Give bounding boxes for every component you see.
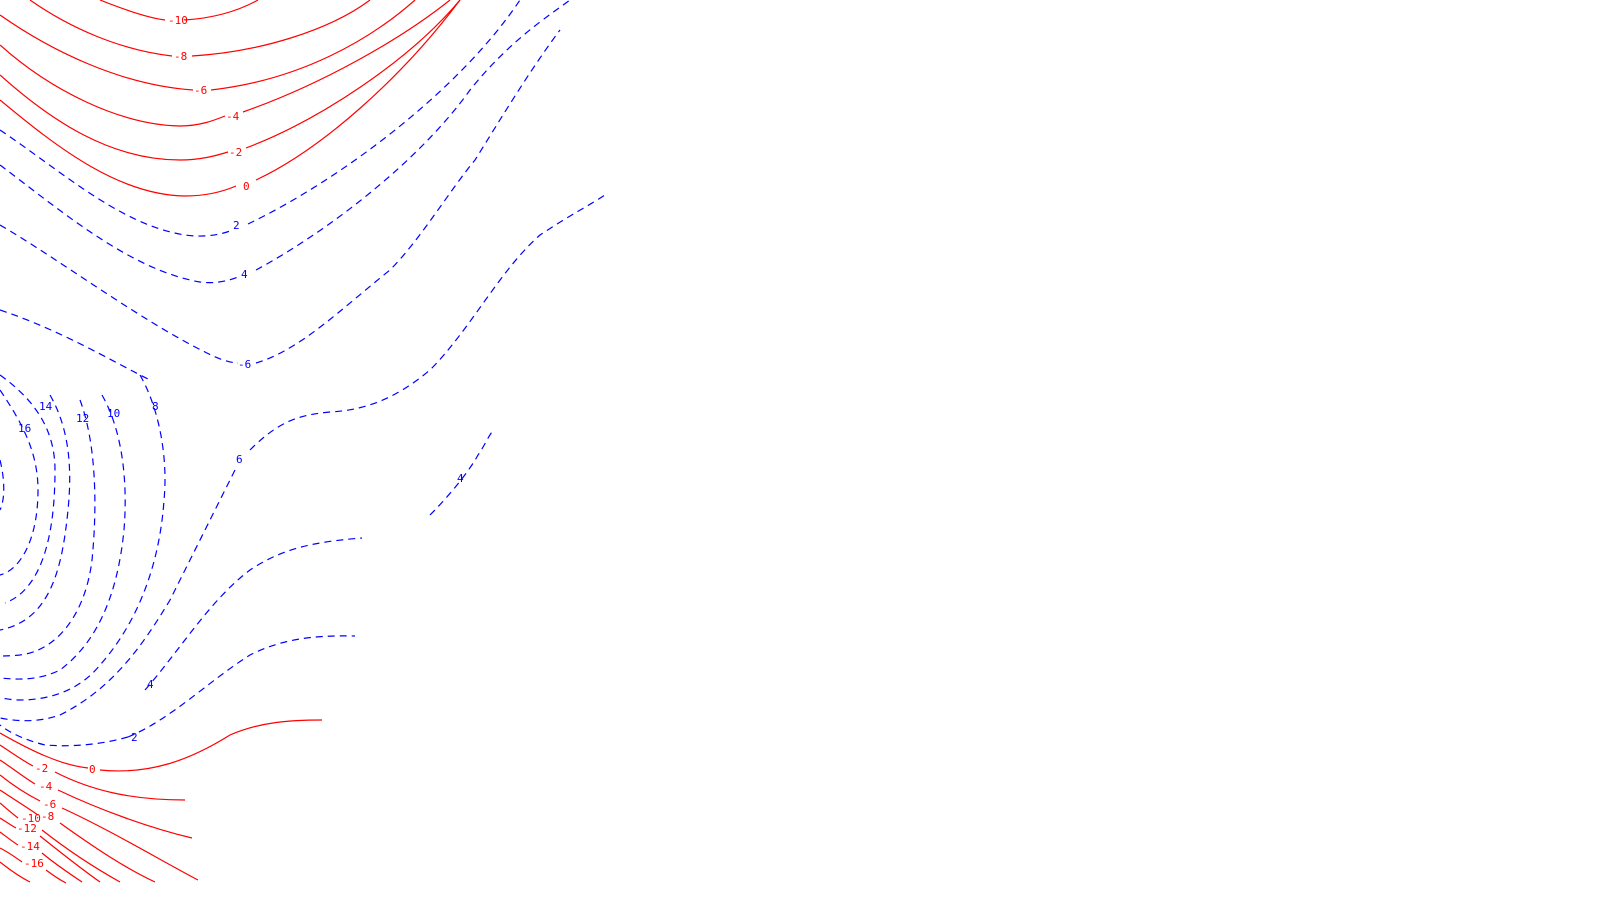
contour-label: 0 bbox=[243, 180, 250, 193]
contour-label: 12 bbox=[76, 412, 89, 425]
contour-label: -6 bbox=[194, 84, 207, 97]
contour-label: 10 bbox=[107, 407, 120, 420]
contour-line bbox=[0, 374, 166, 701]
contour-line bbox=[29, 0, 371, 57]
contour-label: -10 bbox=[21, 812, 41, 825]
contour-label: -12 bbox=[17, 822, 37, 835]
contour-label: -4 bbox=[226, 110, 240, 123]
middle-positive-labels: 6 4 4 2 bbox=[131, 453, 464, 744]
contour-label: 2 bbox=[131, 731, 138, 744]
contour-label: -14 bbox=[20, 840, 40, 853]
contour-label: -8 bbox=[174, 50, 187, 63]
contour-label: 4 bbox=[241, 268, 248, 281]
contour-line bbox=[0, 744, 186, 801]
contour-line bbox=[429, 431, 493, 516]
contour-label: -16 bbox=[24, 857, 44, 870]
contour-line bbox=[0, 394, 126, 680]
contour-line bbox=[0, 0, 521, 237]
contour-label: -6 bbox=[43, 798, 56, 811]
contour-label: 8 bbox=[152, 400, 159, 413]
contour-line bbox=[0, 0, 461, 197]
contour-line bbox=[0, 861, 31, 883]
contour-line bbox=[127, 635, 356, 738]
contour-line bbox=[0, 29, 561, 364]
contour-line bbox=[144, 537, 363, 691]
contour-line bbox=[0, 817, 101, 883]
contour-line bbox=[0, 759, 193, 839]
left-positive-contours bbox=[0, 374, 166, 701]
contour-label: 0 bbox=[89, 763, 96, 776]
contour-line bbox=[0, 831, 83, 883]
contour-line bbox=[0, 0, 461, 161]
contour-line bbox=[0, 394, 71, 631]
upper-positive-contours bbox=[0, 0, 606, 451]
contour-label: -6 bbox=[238, 358, 251, 371]
contour-label: 4 bbox=[457, 472, 464, 485]
contour-line bbox=[0, 0, 416, 91]
contour-label: -4 bbox=[39, 780, 53, 793]
contour-label: -2 bbox=[35, 762, 48, 775]
contour-line bbox=[0, 459, 5, 511]
bottom-negative-labels: 0 -2 -4 -6 -8 -10 -12 -14 -16 bbox=[17, 762, 96, 870]
contour-line bbox=[0, 389, 39, 576]
top-negative-labels: -10 -8 -6 -4 -2 0 bbox=[168, 14, 250, 193]
contour-label: 16 bbox=[18, 422, 31, 435]
left-positive-labels: 16 14 12 10 8 bbox=[18, 400, 159, 435]
contour-line bbox=[0, 374, 56, 604]
contour-line bbox=[0, 847, 67, 884]
contour-line bbox=[0, 774, 199, 881]
contour-line bbox=[0, 0, 451, 127]
contour-line bbox=[0, 0, 571, 284]
contour-label: 2 bbox=[233, 219, 240, 232]
contour-label: 14 bbox=[39, 400, 53, 413]
contour-line bbox=[0, 789, 156, 883]
contour-label: -8 bbox=[41, 810, 54, 823]
contour-line bbox=[0, 802, 121, 883]
contour-line bbox=[0, 469, 236, 722]
bottom-negative-contours bbox=[0, 719, 323, 884]
top-negative-contours bbox=[0, 0, 461, 197]
contour-label: 4 bbox=[147, 678, 154, 691]
contour-line bbox=[99, 0, 259, 21]
contour-label: 6 bbox=[236, 453, 243, 466]
contour-line bbox=[0, 719, 323, 772]
contour-label: -2 bbox=[229, 146, 242, 159]
contour-line bbox=[0, 194, 606, 451]
middle-positive-contours bbox=[0, 431, 493, 747]
upper-positive-labels: 2 4 -6 bbox=[233, 219, 251, 371]
contour-line bbox=[0, 399, 96, 657]
contour-label: -10 bbox=[168, 14, 188, 27]
